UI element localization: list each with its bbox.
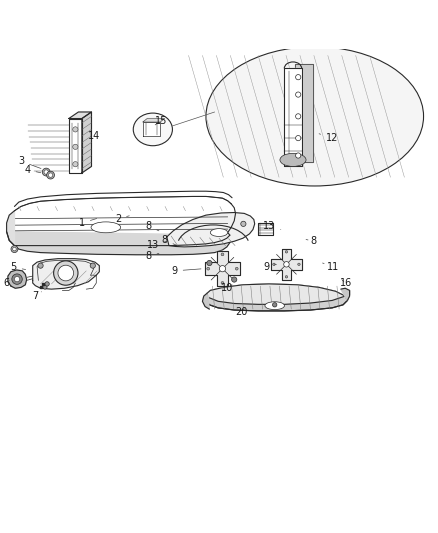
- Circle shape: [296, 153, 301, 158]
- Text: 3: 3: [18, 156, 41, 168]
- Text: 13: 13: [147, 240, 167, 250]
- Circle shape: [207, 261, 212, 265]
- Polygon shape: [167, 213, 254, 247]
- Text: 16: 16: [340, 278, 352, 288]
- Text: 11: 11: [322, 262, 339, 271]
- Circle shape: [232, 277, 237, 282]
- Polygon shape: [14, 197, 231, 246]
- Polygon shape: [7, 211, 14, 246]
- Text: 20: 20: [236, 307, 248, 317]
- Polygon shape: [295, 64, 313, 162]
- Circle shape: [38, 263, 43, 268]
- Polygon shape: [33, 259, 99, 289]
- Circle shape: [73, 161, 78, 167]
- Polygon shape: [69, 112, 92, 118]
- Circle shape: [53, 261, 78, 285]
- Ellipse shape: [206, 47, 424, 186]
- Circle shape: [285, 276, 288, 278]
- Ellipse shape: [280, 154, 306, 166]
- Ellipse shape: [210, 229, 228, 237]
- Circle shape: [11, 246, 18, 253]
- Polygon shape: [341, 288, 350, 301]
- Ellipse shape: [265, 302, 285, 310]
- Circle shape: [298, 263, 300, 265]
- Polygon shape: [8, 270, 27, 288]
- Circle shape: [241, 221, 246, 227]
- Circle shape: [296, 92, 301, 97]
- Polygon shape: [206, 290, 350, 311]
- Text: 1: 1: [79, 218, 97, 228]
- Polygon shape: [82, 112, 92, 173]
- Circle shape: [296, 75, 301, 80]
- Text: 8: 8: [145, 221, 159, 231]
- Text: 12: 12: [319, 133, 338, 143]
- Circle shape: [272, 303, 277, 307]
- Text: 9: 9: [172, 266, 201, 276]
- Polygon shape: [202, 294, 209, 309]
- Circle shape: [296, 135, 301, 141]
- Circle shape: [285, 251, 288, 253]
- Ellipse shape: [133, 113, 173, 146]
- Circle shape: [73, 127, 78, 132]
- Circle shape: [219, 265, 226, 272]
- Circle shape: [90, 263, 95, 268]
- Text: 8: 8: [145, 251, 159, 261]
- Text: 5: 5: [11, 262, 26, 272]
- Text: 8: 8: [306, 236, 317, 246]
- Polygon shape: [206, 284, 347, 311]
- Polygon shape: [284, 68, 302, 166]
- Polygon shape: [258, 223, 273, 235]
- Circle shape: [273, 263, 275, 265]
- Circle shape: [73, 144, 78, 149]
- Polygon shape: [7, 232, 230, 255]
- Circle shape: [43, 285, 47, 289]
- Text: 9: 9: [263, 262, 276, 272]
- Text: 7: 7: [32, 291, 42, 301]
- Polygon shape: [143, 118, 165, 122]
- Text: 15: 15: [155, 116, 168, 126]
- Circle shape: [58, 265, 74, 281]
- Circle shape: [47, 171, 54, 179]
- Text: 8: 8: [162, 236, 176, 245]
- Ellipse shape: [91, 222, 120, 233]
- Circle shape: [42, 168, 50, 176]
- Polygon shape: [205, 251, 240, 286]
- Circle shape: [207, 267, 210, 270]
- Circle shape: [221, 253, 224, 256]
- Text: 13: 13: [263, 221, 281, 231]
- Text: 6: 6: [4, 278, 10, 288]
- Circle shape: [221, 281, 224, 284]
- Circle shape: [235, 267, 238, 270]
- Text: 14: 14: [82, 131, 100, 146]
- Circle shape: [13, 247, 16, 251]
- Circle shape: [14, 277, 20, 282]
- Circle shape: [45, 282, 49, 286]
- Circle shape: [44, 170, 48, 174]
- Text: 2: 2: [115, 214, 129, 224]
- Circle shape: [12, 274, 22, 284]
- Text: 10: 10: [221, 283, 233, 293]
- Circle shape: [284, 262, 289, 267]
- Polygon shape: [69, 118, 82, 173]
- Text: 4: 4: [25, 165, 41, 175]
- Circle shape: [296, 114, 301, 119]
- Polygon shape: [271, 249, 302, 279]
- Circle shape: [48, 173, 53, 177]
- Polygon shape: [143, 122, 160, 136]
